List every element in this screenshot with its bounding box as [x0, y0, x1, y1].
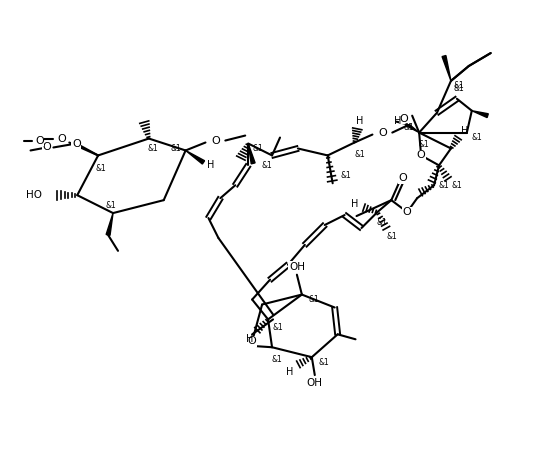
Text: &1: &1 [170, 144, 181, 153]
Polygon shape [407, 123, 419, 133]
Text: H: H [246, 334, 254, 344]
Text: O: O [417, 150, 426, 161]
Text: &1: &1 [472, 133, 482, 142]
Text: &1: &1 [354, 150, 365, 159]
Text: &1: &1 [451, 181, 462, 190]
Text: &1: &1 [387, 233, 398, 242]
Text: O: O [72, 139, 81, 148]
Text: O: O [378, 127, 387, 138]
Text: &1: &1 [377, 217, 388, 226]
Text: H: H [394, 116, 401, 126]
Text: H: H [356, 116, 363, 126]
Text: &1: &1 [454, 81, 464, 90]
Text: OH: OH [289, 262, 305, 272]
Text: H: H [461, 126, 469, 135]
Polygon shape [185, 150, 204, 164]
Text: &1: &1 [309, 295, 319, 304]
Text: O: O [57, 134, 66, 144]
Text: O: O [35, 135, 44, 145]
Text: O: O [399, 173, 408, 183]
Text: &1: &1 [419, 140, 430, 149]
Text: &1: &1 [404, 123, 414, 132]
Text: &1: &1 [438, 181, 449, 190]
Text: O: O [211, 135, 220, 145]
Text: OH: OH [307, 378, 323, 388]
Text: H: H [207, 160, 214, 171]
Text: &1: &1 [272, 355, 282, 364]
Text: &1: &1 [273, 323, 283, 332]
Polygon shape [106, 213, 113, 235]
Text: H: H [286, 367, 293, 377]
Text: O: O [403, 207, 412, 217]
Polygon shape [248, 144, 255, 164]
Text: O: O [248, 336, 256, 346]
Polygon shape [442, 55, 451, 81]
Text: &1: &1 [262, 161, 273, 170]
Text: &1: &1 [318, 358, 329, 367]
Text: &1: &1 [106, 201, 116, 210]
Text: HO: HO [26, 190, 43, 200]
Text: O: O [400, 114, 409, 124]
Text: &1: &1 [340, 171, 351, 180]
Text: &1: &1 [147, 144, 158, 153]
Text: &1: &1 [454, 84, 464, 93]
Polygon shape [472, 111, 488, 117]
Text: O: O [42, 143, 51, 153]
Text: H: H [351, 199, 358, 209]
Text: &1: &1 [96, 164, 106, 173]
Text: &1: &1 [253, 144, 264, 153]
